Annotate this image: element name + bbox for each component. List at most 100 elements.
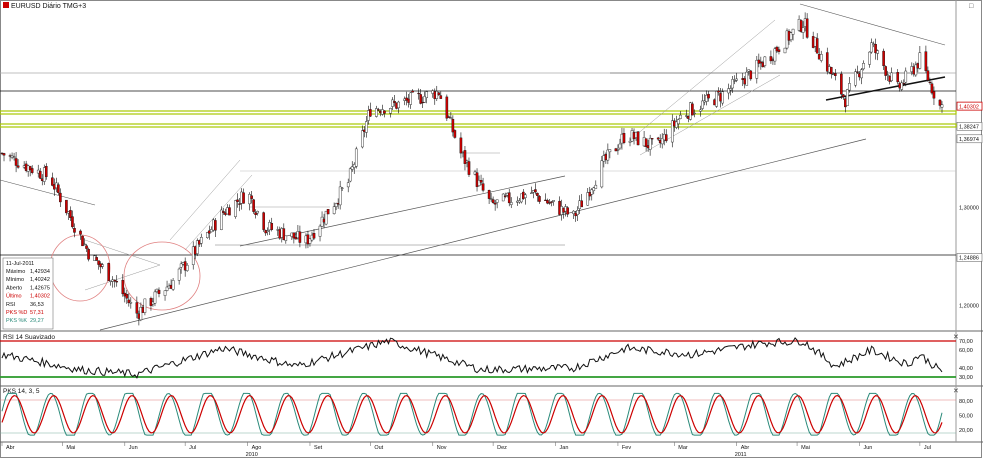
candle-body: [81, 235, 84, 247]
candle-body: [715, 91, 718, 107]
candle-body: [266, 230, 269, 232]
candle-body: [252, 199, 255, 212]
candle-body: [644, 138, 648, 147]
candle-body: [475, 172, 479, 187]
candle-body: [97, 260, 100, 265]
candle-body: [572, 210, 575, 215]
level-price-box: [956, 134, 983, 144]
candle-body: [677, 119, 680, 125]
candle-body: [890, 72, 893, 81]
candle-body: [477, 180, 481, 186]
candle-body: [501, 193, 505, 202]
pks-tick-label: 80,00: [959, 399, 973, 405]
rsi-tick-label: 40,00: [959, 366, 973, 372]
candle-body: [876, 50, 879, 54]
candle-body: [334, 203, 338, 207]
candle-body: [308, 238, 312, 244]
candle-body: [536, 192, 539, 196]
candle-body: [107, 263, 110, 281]
candle-body: [773, 48, 777, 62]
price-axis: 1,40302 1,38247 1,36974 1,30000 1,24886 1,200…: [956, 101, 983, 310]
candle-body: [185, 264, 189, 271]
candle-body: [69, 210, 72, 218]
candle-body: [129, 302, 133, 304]
candle-body: [664, 134, 668, 142]
time-axis: Abr Mai Jun Jul Ago Set Out Nov Dez Jan Fev Mar Abr M…: [1, 442, 931, 458]
candle-body: [318, 225, 322, 237]
channel-2-upper: [629, 19, 776, 141]
candle-body: [693, 112, 696, 115]
rsi-panel-title: RSI 14 Suavizado: [3, 334, 55, 341]
candle-body: [884, 66, 887, 76]
mid-trendline: [239, 175, 566, 247]
candle-body: [783, 47, 787, 54]
month-label: Jun: [129, 445, 138, 451]
candle-body: [83, 243, 86, 245]
candle-body: [580, 200, 584, 208]
price-label: 1,36974: [959, 137, 979, 143]
candle-body: [924, 51, 928, 71]
candle-body: [2, 153, 6, 156]
rsi-axis: 70,00 60,00 40,00 30,00: [959, 339, 973, 381]
info-row-label: PKS %D: [6, 310, 27, 316]
maximize-button[interactable]: □: [969, 3, 974, 10]
candle-body: [423, 96, 426, 103]
candle-body: [254, 212, 257, 215]
pks-close-button[interactable]: ✕: [953, 388, 959, 395]
rsi-tick-label: 30,00: [959, 375, 973, 381]
candle-body: [914, 64, 918, 76]
candle-body: [862, 63, 865, 70]
candle-body: [856, 71, 859, 73]
candle-body: [38, 170, 42, 179]
candle-body: [101, 264, 104, 267]
candle-body: [789, 32, 793, 40]
candle-body: [28, 166, 32, 171]
level-price-box: [956, 253, 983, 262]
candle-body: [220, 209, 223, 230]
info-row-value: 57,31: [30, 310, 44, 316]
info-row-label: Aberto: [6, 285, 22, 291]
candle-body: [586, 192, 590, 206]
candle-body: [391, 99, 394, 107]
candle-body: [346, 182, 350, 188]
candle-body: [425, 91, 429, 98]
rsi-tick-label: 70,00: [959, 339, 973, 345]
candle-body: [819, 54, 823, 61]
candle-body: [707, 93, 710, 99]
candle-body: [805, 18, 809, 38]
candle-body: [685, 115, 688, 117]
candle-body: [546, 200, 549, 204]
candle-body: [298, 231, 302, 243]
candle-body: [842, 94, 845, 98]
candle-body: [622, 132, 626, 143]
candle-body: [834, 73, 837, 76]
candle-body: [30, 168, 34, 173]
candle-body: [256, 210, 259, 214]
rsi-line: [1, 337, 943, 379]
candle-body: [459, 137, 463, 154]
candle-body: [932, 91, 936, 99]
pks-tick-label: 20,00: [959, 428, 973, 434]
candle-body: [214, 220, 217, 231]
candle-body: [900, 82, 904, 90]
candle-body: [628, 140, 632, 143]
rsi-close-button[interactable]: ✕: [953, 334, 959, 341]
candle-body: [882, 50, 885, 67]
candle-body: [292, 232, 296, 239]
candle-body: [360, 130, 364, 148]
wedge-upper: [799, 3, 946, 46]
candle-body: [332, 206, 336, 214]
info-row-value: 1,42934: [30, 269, 50, 275]
pks-k-line: [1, 392, 943, 436]
candle-body: [354, 148, 358, 167]
candle-body: [375, 108, 378, 117]
candle-body: [616, 149, 620, 151]
candle-body: [829, 67, 833, 75]
candle-body: [153, 291, 157, 304]
candle-body: [195, 240, 199, 254]
candle-body: [902, 83, 906, 85]
info-row-label: RSI: [6, 302, 16, 308]
